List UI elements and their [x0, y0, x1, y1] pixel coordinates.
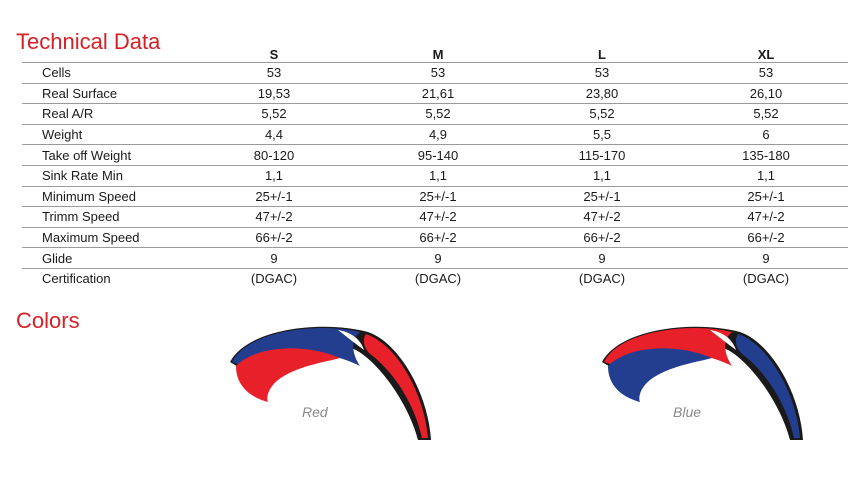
table-row: Glide 9 9 9 9 [22, 247, 848, 269]
table-row: Take off Weight 80-120 95-140 115-170 13… [22, 144, 848, 166]
cell-value: 53 [520, 62, 684, 84]
cell-value: 9 [356, 247, 520, 269]
cell-value: 5,52 [684, 103, 848, 125]
cell-value: 23,80 [520, 83, 684, 105]
cell-value: 66+/-2 [684, 227, 848, 249]
cell-value: 47+/-2 [192, 206, 356, 228]
table-row: Trimm Speed 47+/-2 47+/-2 47+/-2 47+/-2 [22, 206, 848, 228]
cell-value: 66+/-2 [356, 227, 520, 249]
kite-red-image [228, 322, 433, 442]
row-label: Maximum Speed [22, 227, 192, 249]
cell-value: 21,61 [356, 83, 520, 105]
table-row: Maximum Speed 66+/-2 66+/-2 66+/-2 66+/-… [22, 227, 848, 249]
cell-value: (DGAC) [414, 271, 462, 287]
cell-value: 1,1 [684, 165, 848, 187]
kite-red-accent-shape [338, 330, 364, 350]
kite-blue-icon [602, 326, 803, 440]
cell-value: 5,52 [192, 103, 356, 125]
table-row: Cells 53 53 53 53 [22, 62, 848, 84]
row-label: Real A/R [22, 103, 192, 125]
kite-red-primary-body-shape [363, 334, 428, 438]
cell-value: 4,9 [356, 124, 520, 146]
cell-value: 1,1 [192, 165, 356, 187]
cell-value: 53 [192, 62, 356, 84]
cell-value: 95-140 [356, 144, 520, 166]
cell-value: 4,4 [192, 124, 356, 146]
cell-value: 9 [684, 247, 848, 269]
table-row: Certification (DGAC) (DGAC) (DGAC) (DGAC… [22, 268, 848, 288]
cell-value: 26,10 [684, 83, 848, 105]
cell-value: 5,52 [356, 103, 520, 125]
cell-value: 19,53 [192, 83, 356, 105]
cell-value: 47+/-2 [684, 206, 848, 228]
kite-blue-primary-inner-shape [608, 348, 712, 402]
cell-value: (DGAC) [742, 271, 790, 287]
row-label: Trimm Speed [22, 206, 192, 228]
table-row: Minimum Speed 25+/-1 25+/-1 25+/-1 25+/-… [22, 186, 848, 208]
cell-value: 25+/-1 [684, 186, 848, 208]
cell-value: 66+/-2 [192, 227, 356, 249]
cell-value: 9 [520, 247, 684, 269]
row-label: Minimum Speed [22, 186, 192, 208]
cell-value: 1,1 [520, 165, 684, 187]
cell-value: 6 [684, 124, 848, 146]
cell-value: 47+/-2 [520, 206, 684, 228]
table-row: Weight 4,4 4,9 5,5 6 [22, 124, 848, 146]
cell-value: 25+/-1 [356, 186, 520, 208]
cell-value: 9 [192, 247, 356, 269]
colors-title: Colors [16, 308, 80, 333]
kite-red-icon [230, 326, 431, 440]
technical-data-table: S M L XL Cells 53 53 53 53 Real Surface … [22, 44, 848, 289]
size-header-xl: XL [684, 44, 848, 63]
cell-value: 53 [356, 62, 520, 84]
kite-blue-caption: Blue [673, 404, 702, 420]
table-row: Real Surface 19,53 21,61 23,80 26,10 [22, 83, 848, 105]
cell-value: 25+/-1 [192, 186, 356, 208]
kite-blue-primary-body-shape [735, 334, 800, 438]
kite-red-primary-inner-shape [236, 348, 340, 402]
table-row: Sink Rate Min 1,1 1,1 1,1 1,1 [22, 165, 848, 187]
row-label: Real Surface [22, 83, 192, 105]
size-header-row: S M L XL [22, 44, 848, 63]
row-label: Glide [22, 247, 192, 269]
row-label: Sink Rate Min [22, 165, 192, 187]
cell-value: 25+/-1 [520, 186, 684, 208]
row-label: Certification [42, 271, 111, 287]
kite-blue-image [600, 322, 805, 442]
cell-value: 1,1 [356, 165, 520, 187]
row-label: Take off Weight [22, 144, 192, 166]
cell-value: (DGAC) [250, 271, 298, 287]
cell-value: 135-180 [684, 144, 848, 166]
cell-value: 5,52 [520, 103, 684, 125]
cell-value: 53 [684, 62, 848, 84]
size-header-blank [22, 44, 192, 63]
cell-value: 47+/-2 [356, 206, 520, 228]
cell-value: 5,5 [520, 124, 684, 146]
size-header-l: L [520, 44, 684, 63]
cell-value: (DGAC) [578, 271, 626, 287]
cell-value: 66+/-2 [520, 227, 684, 249]
kite-blue-accent-shape [710, 330, 736, 350]
row-label: Cells [22, 62, 192, 84]
size-header-s: S [192, 44, 356, 63]
cell-value: 115-170 [520, 144, 684, 166]
table-row: Real A/R 5,52 5,52 5,52 5,52 [22, 103, 848, 125]
kite-red-caption: Red [302, 404, 328, 420]
size-header-m: M [356, 44, 520, 63]
row-label: Weight [22, 124, 192, 146]
cell-value: 80-120 [192, 144, 356, 166]
